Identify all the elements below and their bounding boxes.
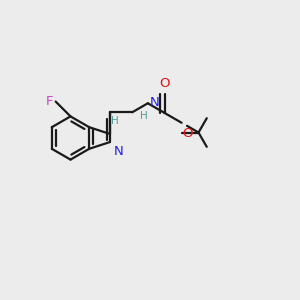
- Text: H: H: [111, 116, 119, 126]
- Text: H: H: [140, 111, 148, 121]
- Text: O: O: [182, 127, 193, 140]
- Text: N: N: [149, 96, 159, 109]
- Text: N: N: [113, 145, 123, 158]
- Text: F: F: [46, 95, 53, 108]
- Text: O: O: [160, 77, 170, 90]
